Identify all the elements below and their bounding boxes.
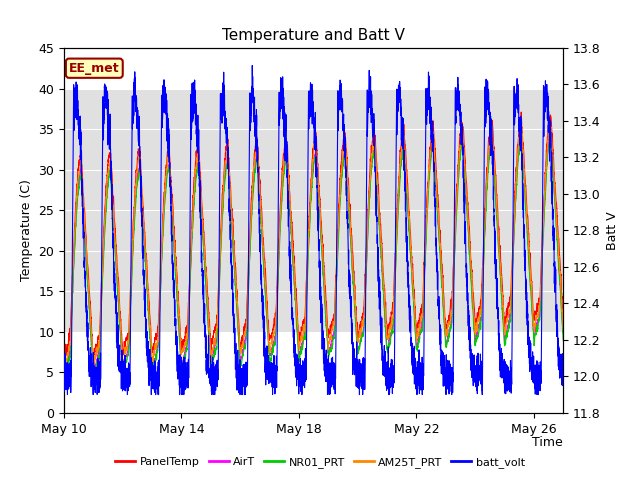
Legend: PanelTemp, AirT, NR01_PRT, AM25T_PRT, batt_volt: PanelTemp, AirT, NR01_PRT, AM25T_PRT, ba… — [111, 452, 529, 472]
Text: Time: Time — [532, 436, 563, 449]
Y-axis label: Temperature (C): Temperature (C) — [20, 180, 33, 281]
Title: Temperature and Batt V: Temperature and Batt V — [222, 28, 405, 43]
Bar — [64, 88, 563, 332]
Text: EE_met: EE_met — [69, 62, 120, 75]
Y-axis label: Batt V: Batt V — [606, 211, 620, 250]
